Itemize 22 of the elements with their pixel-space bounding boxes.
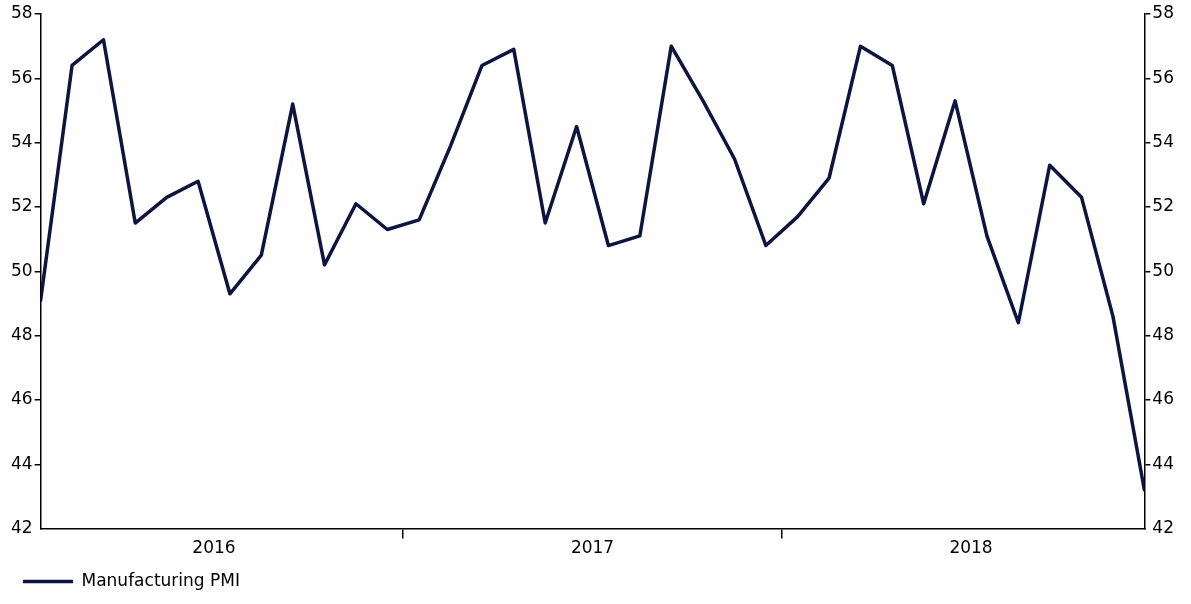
y-tick-label: 46 [10, 388, 33, 409]
legend-label: Manufacturing PMI [81, 569, 240, 590]
y2-tick-label: 48 [1152, 324, 1175, 345]
y-tick-label: 54 [10, 131, 33, 152]
y2-tick-label: 42 [1152, 517, 1175, 538]
y-tick-label: 56 [10, 66, 33, 87]
y-tick-label: 58 [10, 2, 33, 23]
x-tick-label: 2018 [949, 537, 993, 558]
y2-tick-label: 58 [1152, 2, 1175, 23]
x-tick-label: 2016 [192, 537, 236, 558]
y2-tick-label: 44 [1152, 452, 1175, 473]
y2-tick-label: 52 [1152, 195, 1175, 216]
x-tick-label: 2017 [570, 537, 615, 558]
y2-tick-label: 54 [1152, 131, 1175, 152]
y-tick-label: 44 [10, 452, 33, 473]
y-tick-label: 42 [10, 517, 33, 538]
y-tick-label: 50 [10, 259, 33, 280]
y2-tick-label: 46 [1152, 388, 1175, 409]
y-tick-label: 48 [10, 324, 33, 345]
y2-tick-label: 56 [1152, 66, 1175, 87]
y-tick-label: 52 [10, 195, 33, 216]
y2-tick-label: 50 [1152, 259, 1175, 280]
